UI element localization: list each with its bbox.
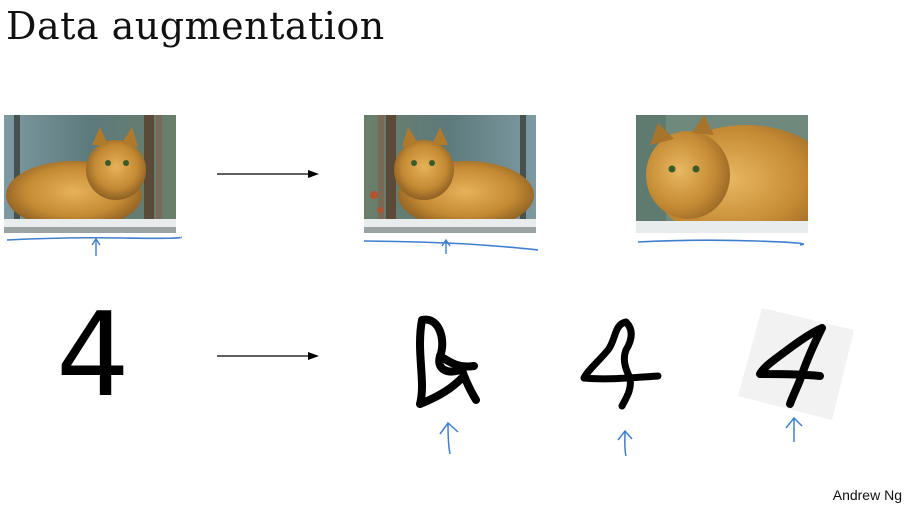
author-credit: Andrew Ng (832, 487, 902, 503)
right-arrow-icon (217, 352, 319, 360)
up-arrow-annotation-icon (785, 416, 803, 443)
up-arrow-annotation-icon (617, 429, 633, 457)
label-underline (6, 236, 182, 256)
cat-image-flipped (364, 115, 536, 233)
digit-original: 4 (56, 288, 130, 423)
digit-distorted (416, 315, 480, 408)
cat-image-original (4, 115, 176, 233)
right-arrow-icon (217, 170, 319, 178)
digit-wobbly (580, 318, 662, 410)
up-arrow-annotation-icon (439, 421, 459, 455)
cat-image-cropped (636, 115, 808, 233)
slide-title: Data augmentation (6, 4, 385, 48)
label-underline (363, 238, 539, 254)
label-underline (637, 239, 805, 246)
digit-rotated (738, 308, 854, 420)
